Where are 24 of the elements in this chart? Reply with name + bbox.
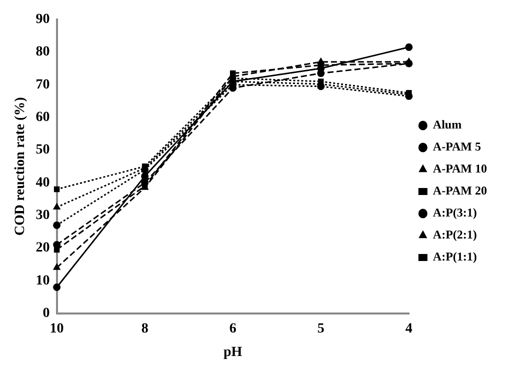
y-tick-label: 20 bbox=[36, 240, 50, 256]
y-tick-label: 0 bbox=[42, 306, 50, 322]
y-tick-label: 90 bbox=[36, 12, 50, 28]
x-tick-label: 6 bbox=[229, 321, 236, 336]
x-tick-label: 4 bbox=[405, 321, 412, 336]
legend-label: A:P(1:1) bbox=[432, 250, 477, 264]
legend-label: A-PAM 5 bbox=[432, 140, 481, 154]
legend-label: A:P(2:1) bbox=[432, 228, 477, 242]
y-tick-label: 10 bbox=[36, 273, 50, 288]
legend-label: A-PAM 10 bbox=[432, 162, 487, 176]
legend-label: Alum bbox=[432, 118, 462, 132]
y-tick-label: 30 bbox=[36, 208, 50, 224]
legend-label: A:P(3:1) bbox=[432, 206, 477, 220]
y-tick-label: 50 bbox=[36, 142, 50, 158]
y-tick-label: 80 bbox=[36, 44, 50, 60]
legend-label: A-PAM 20 bbox=[432, 184, 487, 198]
y-tick-label: 70 bbox=[36, 77, 50, 92]
x-axis-title: pH bbox=[224, 345, 242, 360]
y-axis-title: COD reuction rate (%) bbox=[13, 96, 28, 236]
x-tick-label: 8 bbox=[141, 321, 148, 336]
y-tick-label: 40 bbox=[36, 175, 50, 190]
x-tick-label: 5 bbox=[317, 321, 324, 336]
y-tick-label: 60 bbox=[36, 110, 50, 126]
x-tick-label: 10 bbox=[50, 321, 64, 336]
